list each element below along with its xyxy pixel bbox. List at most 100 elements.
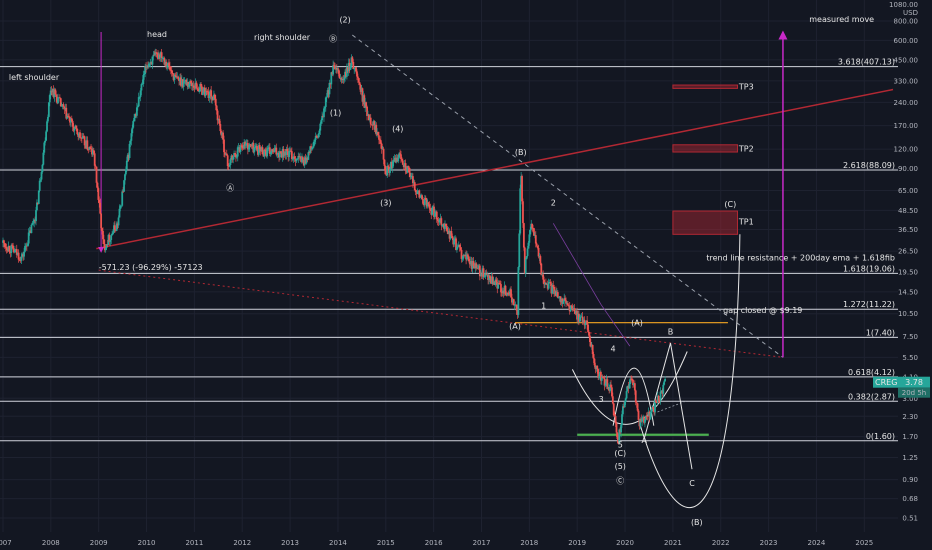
candle-body bbox=[631, 378, 633, 380]
candle-body bbox=[369, 117, 372, 125]
candle-body bbox=[565, 300, 567, 304]
candle-body bbox=[36, 202, 39, 204]
candle-body bbox=[40, 172, 43, 180]
candle-body bbox=[342, 78, 345, 80]
candle-body bbox=[194, 82, 197, 89]
candle-body bbox=[4, 246, 7, 248]
candle-body bbox=[14, 249, 17, 251]
y-tick-label: 3.00 bbox=[902, 395, 918, 403]
candle-body bbox=[522, 223, 525, 248]
candle-body bbox=[147, 63, 150, 67]
candle-body bbox=[84, 145, 87, 149]
candle-body bbox=[577, 313, 579, 320]
y-tick-label: 7.50 bbox=[902, 333, 918, 341]
candle-body bbox=[184, 79, 187, 81]
candle-body bbox=[43, 142, 46, 153]
candle-body bbox=[533, 235, 536, 236]
wave-label: B bbox=[668, 328, 674, 337]
candle-body bbox=[52, 89, 55, 98]
candle-body bbox=[563, 298, 566, 302]
candle-body bbox=[581, 316, 584, 323]
candle-body bbox=[132, 121, 135, 128]
candle-body bbox=[592, 354, 595, 359]
fib-level-label: 1.618(19.06) bbox=[843, 264, 895, 273]
candle-body bbox=[274, 147, 277, 149]
candle-body bbox=[557, 296, 560, 298]
candle-body bbox=[160, 52, 163, 59]
x-tick-label: 2009 bbox=[90, 539, 108, 547]
candle-body bbox=[127, 154, 130, 159]
target-label: TP1 bbox=[738, 218, 754, 227]
candle-body bbox=[561, 298, 564, 304]
candle-body bbox=[163, 58, 166, 65]
candle-body bbox=[469, 261, 472, 265]
candle-body bbox=[414, 190, 417, 193]
candle-body bbox=[211, 96, 213, 100]
candle-body bbox=[511, 297, 513, 303]
candle-body bbox=[192, 85, 195, 88]
candle-body bbox=[188, 84, 191, 87]
candle-body bbox=[657, 396, 660, 401]
candle-body bbox=[312, 146, 314, 148]
candle-body bbox=[461, 258, 464, 260]
candle-body bbox=[58, 97, 61, 99]
candle-body bbox=[143, 74, 146, 76]
x-tick-label: 2025 bbox=[855, 539, 873, 547]
candle-body bbox=[504, 285, 507, 295]
candle-body bbox=[92, 150, 95, 154]
candle-body bbox=[47, 102, 50, 117]
candle-body bbox=[89, 147, 92, 149]
candle-body bbox=[239, 145, 242, 152]
wave-label: 2 bbox=[551, 199, 556, 208]
candle-body bbox=[584, 323, 587, 326]
candle-body bbox=[408, 167, 411, 173]
candle-body bbox=[652, 407, 655, 409]
candle-body bbox=[308, 152, 311, 154]
candle-body bbox=[635, 402, 638, 404]
candle-body bbox=[542, 274, 545, 280]
candle-body bbox=[650, 410, 653, 414]
candle-body bbox=[464, 254, 467, 256]
candle-body bbox=[120, 205, 123, 207]
candle-body bbox=[230, 155, 233, 160]
candle-body bbox=[491, 276, 494, 285]
candle-body bbox=[483, 276, 486, 278]
candle-body bbox=[329, 82, 332, 85]
candle-body bbox=[602, 377, 605, 379]
y-tick-label: 450.00 bbox=[894, 56, 919, 64]
y-tick-label: 600.00 bbox=[894, 37, 919, 45]
candle-body bbox=[144, 66, 147, 75]
candle-body bbox=[264, 149, 267, 152]
candle-body bbox=[113, 225, 115, 233]
candle-body bbox=[613, 415, 616, 417]
candle-body bbox=[541, 274, 544, 276]
candle-body bbox=[65, 107, 68, 119]
candle-body bbox=[430, 209, 433, 215]
candle-body bbox=[509, 289, 512, 295]
candle-body bbox=[302, 159, 305, 166]
candle-body bbox=[24, 246, 26, 252]
candle-body bbox=[412, 176, 414, 184]
candle-body bbox=[555, 292, 558, 296]
candle-body bbox=[8, 245, 11, 252]
candle-body bbox=[235, 154, 237, 158]
candle-body bbox=[15, 249, 18, 255]
candle-body bbox=[222, 132, 224, 140]
candle-body bbox=[412, 182, 415, 184]
candle-body bbox=[114, 229, 117, 231]
candle-body bbox=[118, 208, 121, 218]
candle-body bbox=[551, 285, 554, 294]
candle-body bbox=[405, 170, 408, 173]
candle-body bbox=[355, 67, 357, 72]
candle-body bbox=[640, 419, 643, 422]
candle-body bbox=[151, 56, 154, 65]
annotation-text: trend line resistance + 200day ema + 1.6… bbox=[706, 254, 895, 263]
candle-body bbox=[286, 149, 289, 152]
candle-body bbox=[166, 65, 169, 68]
candle-body bbox=[477, 267, 479, 269]
candle-body bbox=[512, 299, 515, 306]
candle-body bbox=[316, 136, 319, 138]
candle-body bbox=[149, 61, 152, 64]
